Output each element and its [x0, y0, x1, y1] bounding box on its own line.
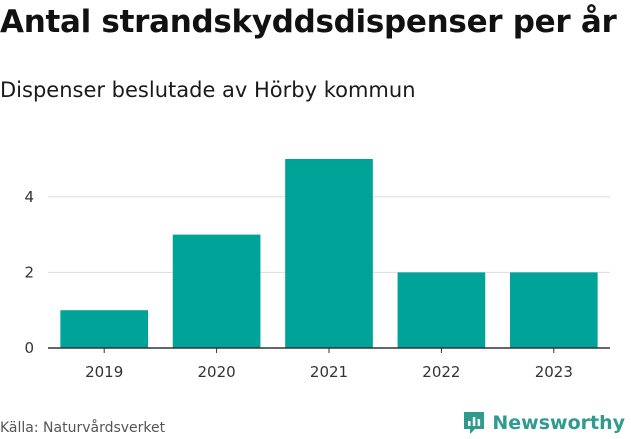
chart-subtitle: Dispenser beslutade av Hörby kommun [0, 78, 416, 102]
y-tick-label: 0 [24, 339, 34, 357]
x-tick-label: 2022 [422, 363, 460, 381]
x-tick-label: 2023 [535, 363, 573, 381]
x-tick-label: 2021 [310, 363, 348, 381]
brand-logo: Newsworthy [462, 410, 625, 436]
y-tick-label: 4 [24, 188, 34, 206]
bar-2020 [172, 234, 261, 348]
chart-title: Antal strandskyddsdispenser per år [0, 4, 617, 40]
bar-2023 [509, 272, 598, 348]
y-tick-label: 2 [24, 263, 34, 281]
bar-2021 [285, 159, 373, 348]
newsworthy-logo-icon [464, 412, 485, 434]
brand-name: Newsworthy [492, 412, 625, 434]
source-note: Källa: Naturvårdsverket [0, 420, 166, 436]
x-tick-label: 2020 [198, 363, 236, 381]
bar-2019 [60, 310, 149, 348]
x-tick-label: 2019 [85, 363, 123, 381]
bar-2022 [397, 272, 486, 348]
